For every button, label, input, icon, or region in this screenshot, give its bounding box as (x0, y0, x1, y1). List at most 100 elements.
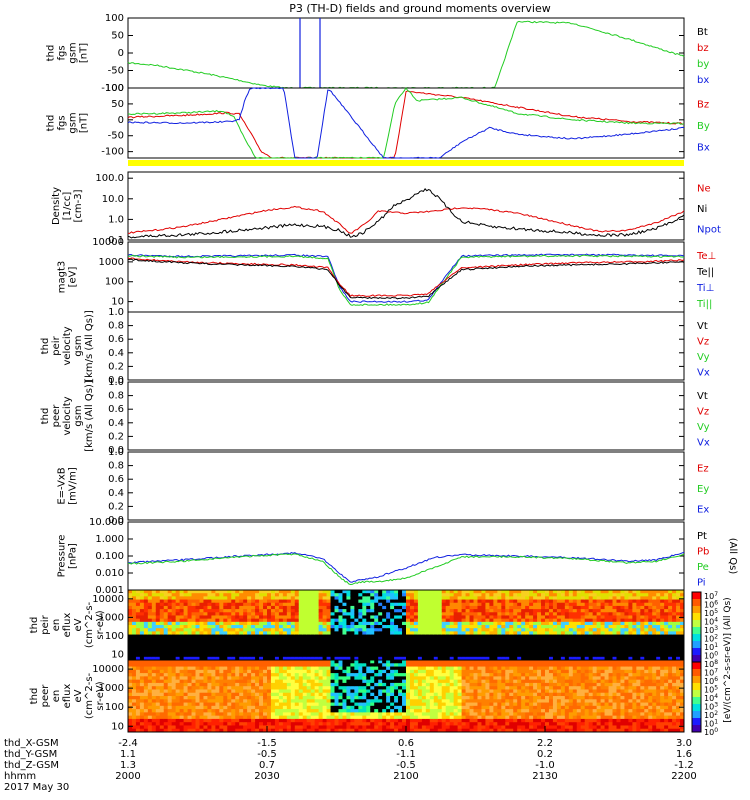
heatmap-bin (620, 590, 625, 594)
heatmap-bin (382, 728, 387, 733)
heatmap-bin (310, 660, 316, 664)
heatmap-bin (211, 669, 216, 674)
heatmap-bin (632, 637, 637, 642)
heatmap-bin (239, 612, 244, 616)
heatmap-bin (604, 605, 610, 610)
heatmap-bin (211, 593, 216, 597)
heatmap-bin (163, 722, 169, 726)
y-axis-label: [nT] (79, 113, 90, 133)
heatmap-bin (378, 647, 383, 651)
heatmap-bin (247, 609, 252, 613)
heatmap-bin (219, 653, 224, 658)
heatmap-bin (139, 679, 145, 684)
heatmap-bin (267, 699, 272, 704)
heatmap-bin (143, 673, 149, 677)
heatmap-bin (406, 689, 411, 694)
heatmap-bin (290, 647, 296, 651)
heatmap-bin (298, 590, 304, 594)
heatmap-bin (576, 637, 582, 642)
heatmap-bin (314, 618, 320, 623)
heatmap-bin (151, 692, 157, 697)
heatmap-bin (318, 621, 324, 626)
heatmap-bin (537, 609, 542, 613)
heatmap-bin (608, 634, 614, 639)
heatmap-bin (223, 686, 228, 690)
heatmap-bin (143, 666, 149, 671)
heatmap-bin (552, 637, 558, 642)
legend-label: Ti|| (696, 299, 712, 310)
heatmap-bin (314, 634, 320, 639)
heatmap-bin (318, 722, 324, 726)
heatmap-bin (378, 644, 383, 648)
heatmap-bin (350, 660, 355, 664)
heatmap-bin (128, 602, 133, 607)
heatmap-bin (330, 650, 336, 655)
heatmap-bin (612, 644, 617, 648)
heatmap-bin (294, 593, 300, 597)
heatmap-bin (676, 615, 681, 620)
heatmap-bin (668, 631, 673, 636)
heatmap-bin (358, 696, 363, 700)
heatmap-bin (612, 650, 617, 655)
heatmap-bin (421, 647, 427, 651)
heatmap-bin (179, 647, 185, 651)
heatmap-bin (346, 640, 351, 645)
heatmap-bin (473, 602, 478, 607)
heatmap-bin (608, 656, 614, 661)
heatmap-bin (223, 650, 228, 655)
heatmap-bin (147, 660, 153, 664)
heatmap-bin (203, 615, 208, 620)
heatmap-bin (429, 669, 435, 674)
heatmap-bin (358, 644, 363, 648)
heatmap-bin (270, 653, 276, 658)
heatmap-bin (306, 689, 312, 694)
heatmap-bin (370, 663, 375, 668)
heatmap-bin (179, 702, 185, 707)
heatmap-bin (302, 599, 308, 604)
heatmap-bin (314, 728, 320, 733)
heatmap-bin (207, 615, 212, 620)
heatmap-bin (413, 715, 419, 720)
heatmap-bin (167, 605, 173, 610)
heatmap-bin (537, 615, 542, 620)
heatmap-bin (437, 618, 443, 623)
heatmap-bin (143, 712, 149, 717)
heatmap-bin (139, 596, 145, 601)
heatmap-bin (533, 634, 538, 639)
heatmap-bin (128, 653, 133, 658)
heatmap-bin (648, 625, 653, 629)
heatmap-bin (398, 615, 403, 620)
heatmap-bin (525, 621, 530, 626)
heatmap-bin (135, 634, 141, 639)
heatmap-bin (433, 625, 439, 629)
heatmap-bin (378, 618, 383, 623)
heatmap-bin (394, 593, 399, 597)
heatmap-bin (521, 615, 526, 620)
heatmap-bin (564, 656, 570, 661)
heatmap-bin (135, 640, 141, 645)
series-ne-line (127, 205, 685, 234)
heatmap-bin (290, 689, 296, 694)
heatmap-bin (672, 653, 677, 658)
heatmap-bin (398, 712, 403, 717)
heatmap-bin (449, 596, 455, 601)
legend-label: Vt (697, 321, 708, 332)
heatmap-bin (128, 682, 133, 687)
heatmap-bin (560, 634, 566, 639)
heatmap-bin (402, 725, 407, 730)
heatmap-bin (274, 715, 280, 720)
heatmap-bin (211, 656, 216, 661)
heatmap-bin (362, 682, 367, 687)
heatmap-bin (473, 605, 478, 610)
heatmap-bin (159, 696, 165, 700)
heatmap-bin (552, 599, 558, 604)
heatmap-bin (425, 650, 431, 655)
heatmap-bin (207, 631, 212, 636)
heatmap-bin (270, 692, 276, 697)
heatmap-bin (505, 644, 510, 648)
heatmap-bin (366, 663, 371, 668)
heatmap-bin (652, 640, 657, 645)
heatmap-bin (346, 605, 351, 610)
heatmap-bin (215, 682, 220, 687)
heatmap-bin (159, 631, 165, 636)
